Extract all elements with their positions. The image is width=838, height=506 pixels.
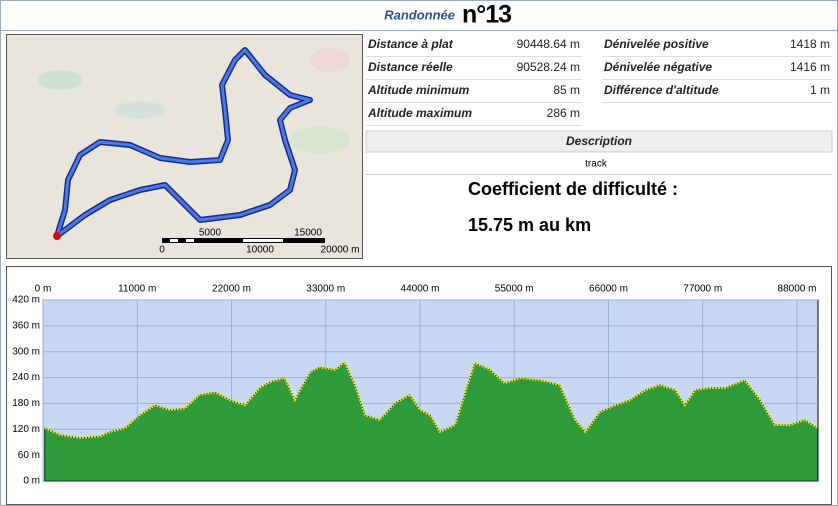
stat-label: Différence d'altitude (604, 83, 719, 97)
x-tick-label: 66000 m (589, 284, 628, 295)
stats: Distance à plat 90448.64 m Distance réelle… (366, 37, 832, 126)
elevation-line (44, 360, 819, 439)
scale-label: 0 (159, 245, 165, 256)
map-feature (114, 101, 166, 119)
stat-value: 90448.64 m (517, 37, 580, 51)
y-tick-label: 180 m (12, 398, 40, 409)
x-tick-label: 44000 m (401, 284, 440, 295)
difficulty-label: Coefficient de difficulté : (468, 179, 678, 199)
y-tick-label: 120 m (12, 424, 40, 435)
stat-value: 85 m (553, 83, 580, 97)
description-text: track (585, 159, 608, 170)
x-tick-label: 22000 m (212, 284, 251, 295)
x-tick-label: 55000 m (495, 284, 534, 295)
stat-value: 286 m (547, 106, 580, 120)
y-tick-label: 0 m (23, 476, 40, 487)
scale-label: 15000 (294, 228, 322, 239)
stat-label: Dénivelée négative (604, 60, 712, 74)
map-feature (38, 70, 82, 90)
map-feature (290, 126, 350, 154)
title: Randonnée (384, 7, 455, 22)
y-tick-label: 300 m (12, 346, 40, 357)
y-tick-label: 360 m (12, 320, 40, 331)
x-tick-label: 88000 m (778, 284, 817, 295)
scale-bar-segment (186, 239, 194, 242)
map: 0 5000 10000 15000 20000 m (6, 34, 363, 259)
y-tick-label: 240 m (12, 372, 40, 383)
description-header (365, 130, 833, 153)
stat-label: Distance à plat (368, 37, 454, 51)
difficulty-value: 15.75 m au km (468, 215, 591, 235)
route-number: n°13 (462, 1, 511, 29)
stat-label: Altitude minimum (367, 83, 470, 97)
scale-bar-segment (243, 239, 283, 242)
elevation-chart: 0 m 11000 m 22000 m 33000 m 44000 m 55000 m 66… (12, 284, 819, 487)
description-heading: Description (566, 134, 632, 148)
stat-value: 90528.24 m (517, 60, 580, 74)
stat-label: Dénivelée positive (604, 37, 709, 51)
stat-label: Altitude maximum (367, 106, 472, 120)
scale-label: 10000 (246, 245, 274, 256)
stat-label: Distance réelle (368, 60, 453, 74)
x-tick-label: 33000 m (306, 284, 345, 295)
map-track (55, 48, 312, 238)
x-tick-label: 0 m (35, 284, 52, 295)
stat-value: 1418 m (790, 37, 830, 51)
x-tick-label: 11000 m (118, 284, 156, 295)
scale-label: 5000 (199, 228, 222, 239)
stat-value: 1416 m (790, 60, 830, 74)
x-tick-label: 77000 m (683, 284, 722, 295)
stat-value: 1 m (810, 83, 830, 97)
scale-label: 20000 m (321, 245, 360, 256)
start-marker (53, 232, 61, 240)
y-tick-label: 420 m (12, 295, 40, 306)
y-tick-label: 60 m (18, 450, 40, 461)
map-feature (310, 48, 350, 72)
scale-bar-segment (170, 239, 178, 242)
